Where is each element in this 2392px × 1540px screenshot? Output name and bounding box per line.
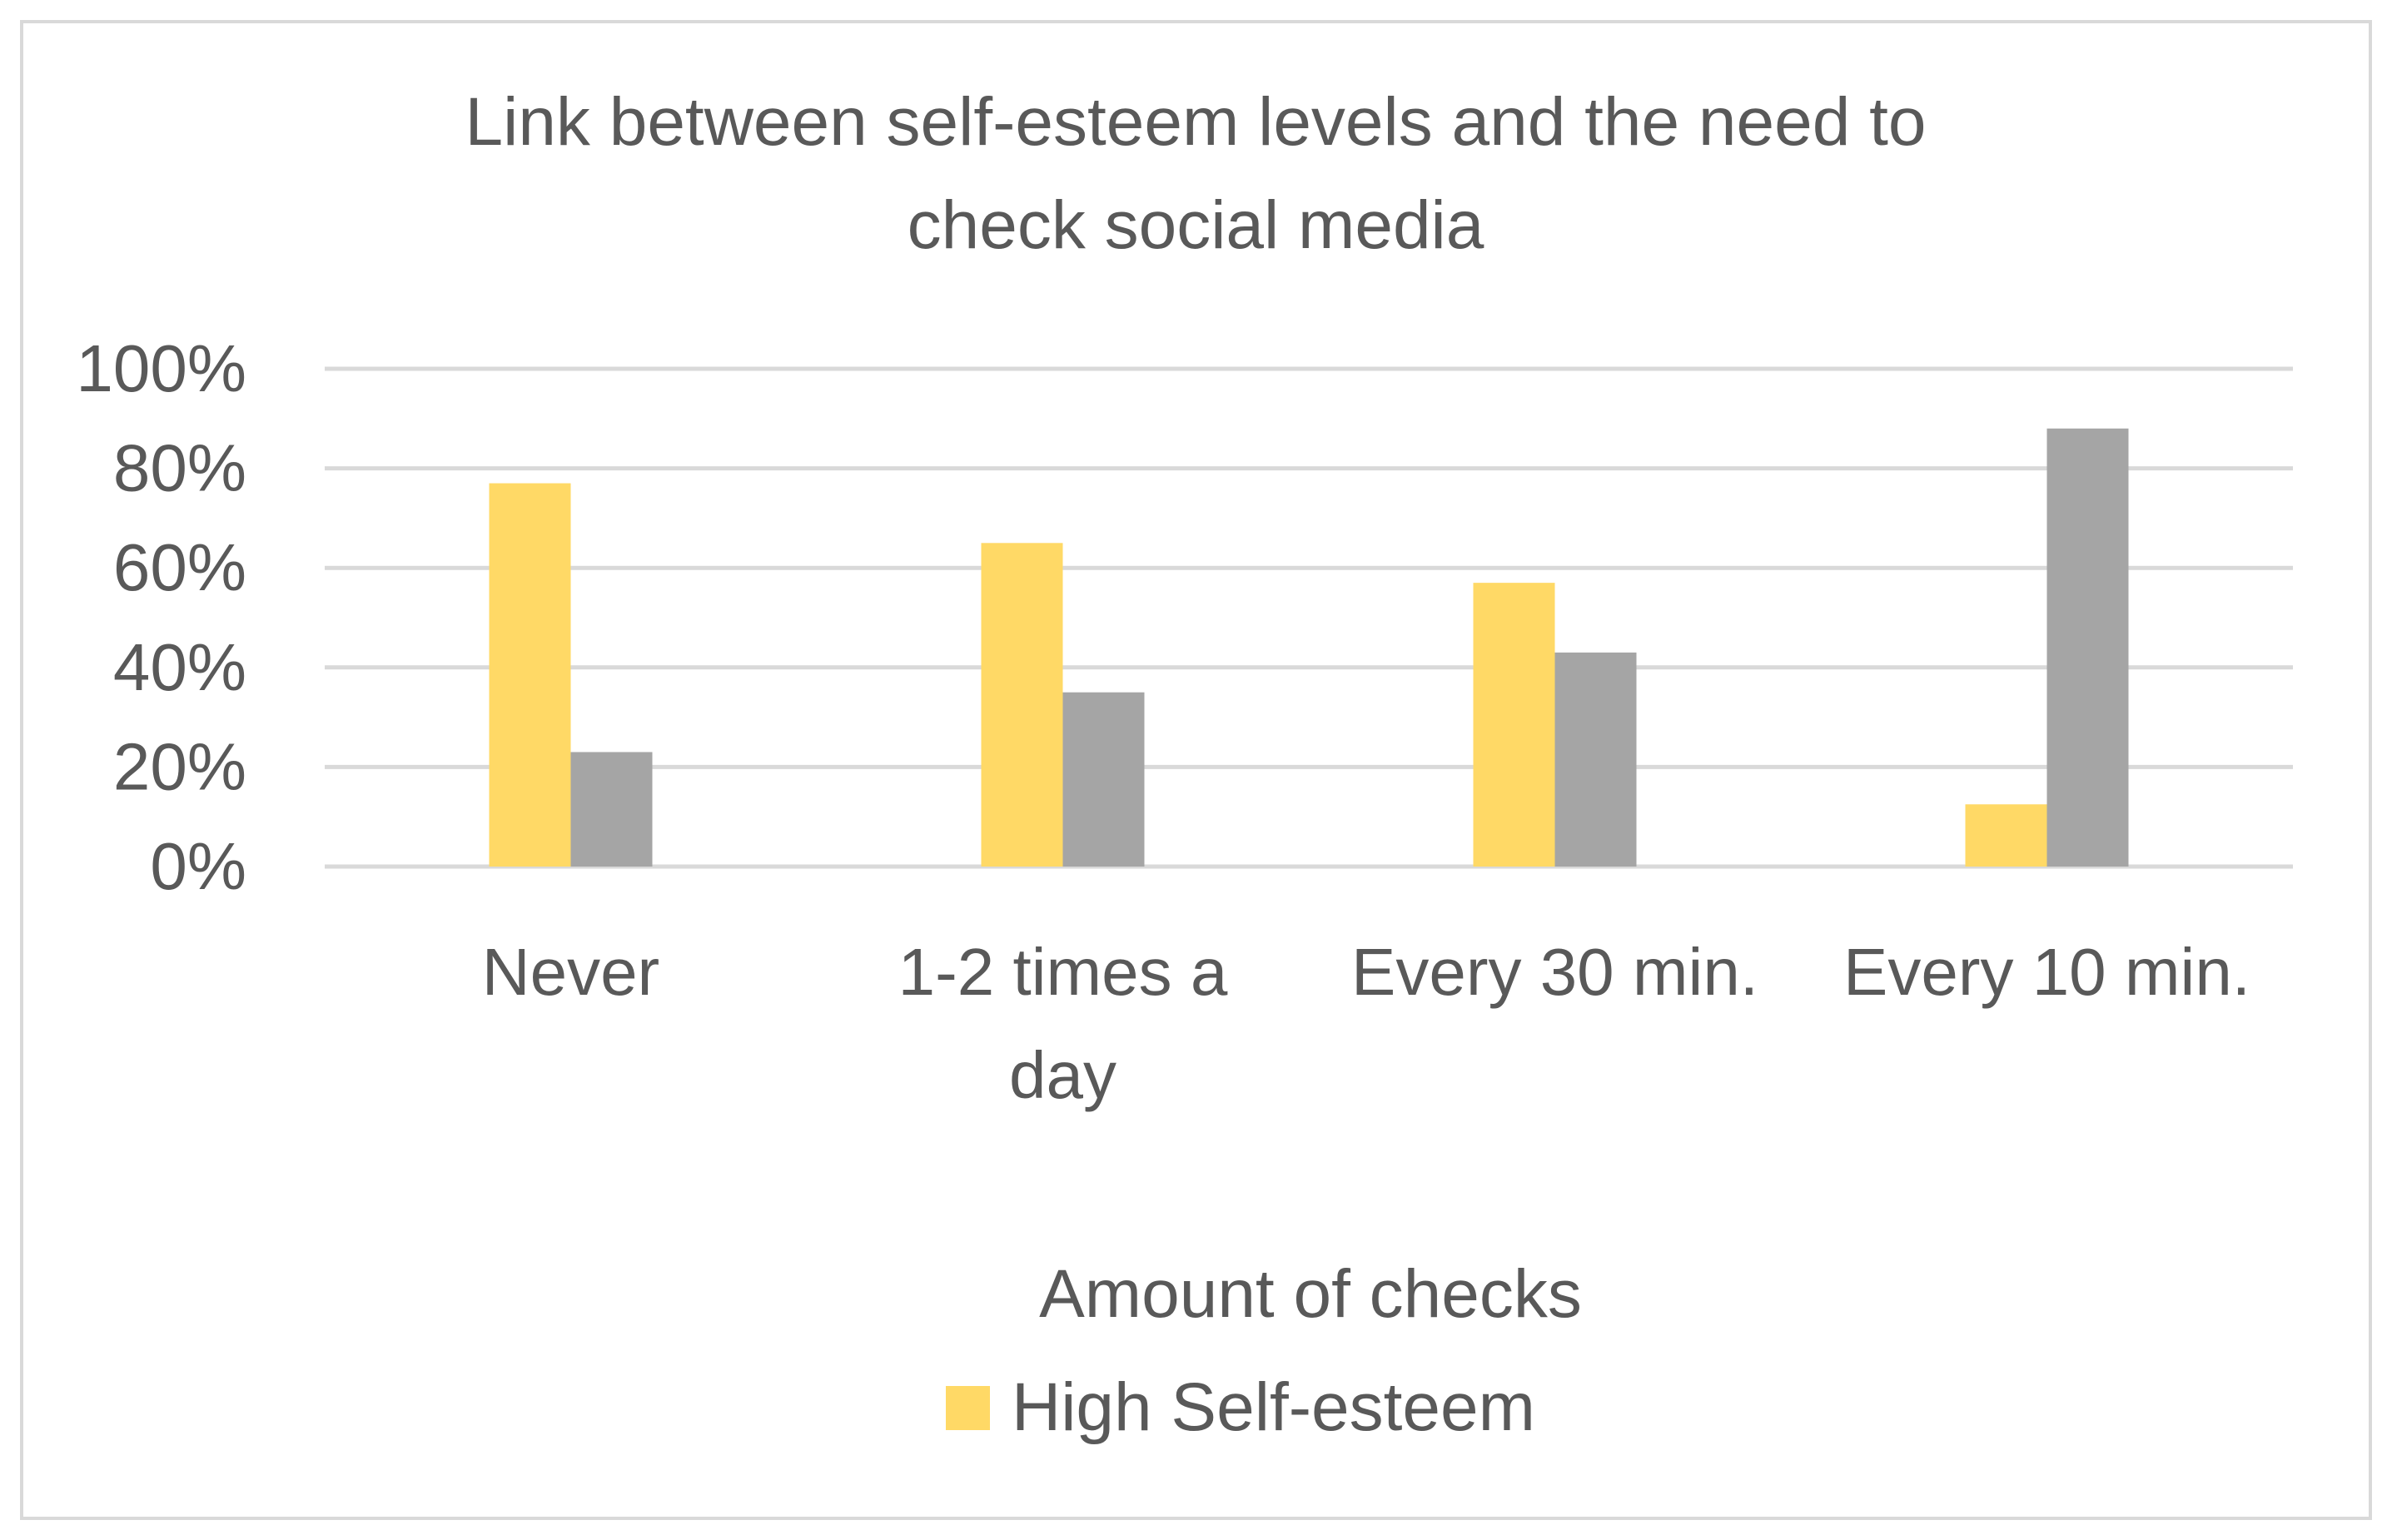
bars [489,428,2129,867]
x-tick-label: Every 30 min. [1351,935,1758,1009]
y-axis-tick-labels: 0% 20% 40% 60% 80% 100% [76,331,246,903]
y-tick-label: 0% [150,829,246,903]
bar [1062,692,1145,867]
y-tick-label: 20% [113,729,246,803]
x-axis-tick-labels: Never 1-2 times a day Every 30 min. Every 10… [482,935,2250,1112]
bar [2046,428,2129,867]
x-tick-label: Every 10 min. [1843,935,2250,1009]
chart-frame [20,20,2372,1520]
bar [1965,804,2047,867]
bar [1554,652,1637,867]
legend: High Self-esteem [946,1369,1535,1445]
y-tick-label: 60% [113,530,246,604]
chart-title-line-1: Link between self-esteem levels and the … [465,84,1927,160]
x-axis-label: Amount of checks [1039,1256,1582,1332]
gridlines [325,366,2293,869]
y-tick-label: 40% [113,630,246,704]
x-tick-label: Never [482,935,659,1009]
bar [1473,583,1555,867]
bar [570,752,653,867]
x-tick-label: day [1009,1038,1116,1112]
y-tick-label: 100% [76,331,246,405]
chart-title: Link between self-esteem levels and the … [465,84,1927,263]
legend-entry-label: High Self-esteem [1012,1369,1535,1445]
bar [981,543,1063,867]
x-tick-label: 1-2 times a [898,935,1228,1009]
legend-swatch [946,1386,990,1430]
chart-title-line-2: check social media [908,187,1484,263]
bar [489,483,571,867]
y-tick-label: 80% [113,431,246,505]
